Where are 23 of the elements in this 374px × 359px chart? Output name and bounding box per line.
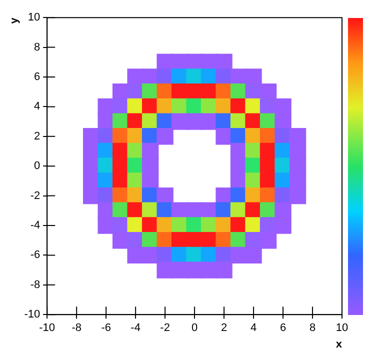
y-tick-label: -10: [24, 308, 40, 321]
x-tick-label: -2: [160, 322, 170, 334]
y-tick-label: 2: [34, 130, 40, 142]
x-tick-label: -8: [72, 322, 82, 334]
x-tick-label: 4: [250, 322, 257, 334]
y-tick-label: -8: [30, 278, 40, 291]
x-tick-label: 0: [191, 322, 198, 334]
y-tick-label: 6: [34, 71, 40, 84]
y-tick-label: -4: [30, 220, 40, 232]
x-tick-label: 6: [280, 322, 286, 334]
x-tick-label: 8: [309, 322, 316, 334]
y-tick-label: 0: [34, 160, 40, 172]
x-tick-label: -4: [130, 322, 140, 334]
y-axis-title: y: [8, 16, 21, 24]
x-axis-title: x: [336, 338, 343, 350]
y-tick-label: 8: [34, 41, 40, 54]
y-tick-label: -6: [30, 249, 40, 262]
y-tick-label: 10: [28, 12, 40, 24]
x-tick-label: 10: [336, 322, 348, 334]
x-tick-label: 2: [220, 322, 228, 334]
y-tick-label: 4: [34, 100, 40, 113]
x-tick-label: -6: [101, 322, 111, 334]
y-tick-label: -2: [30, 190, 40, 202]
